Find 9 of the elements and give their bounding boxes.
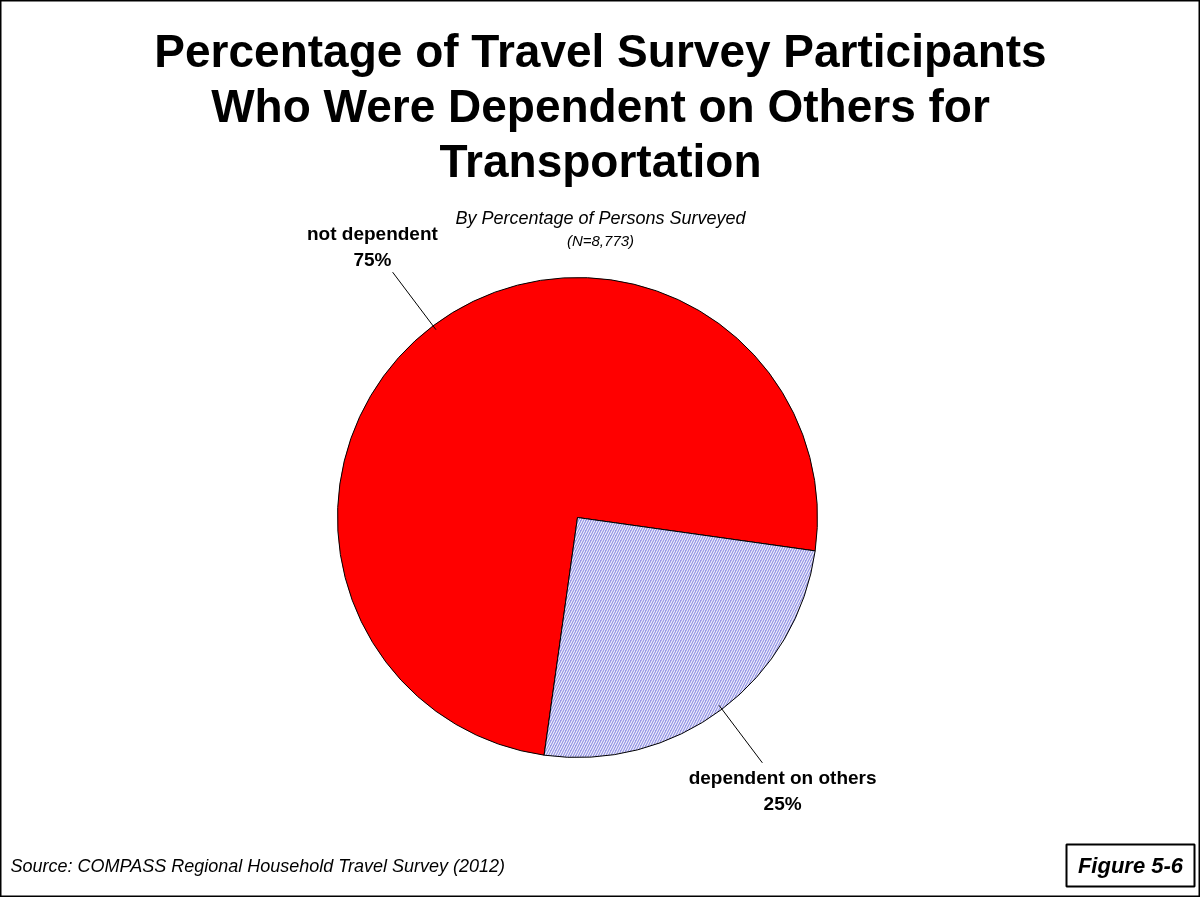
text: (N=8,773) — [566, 232, 635, 249]
data-label: 75% — [353, 248, 392, 270]
data-label: 25% — [763, 793, 802, 815]
slice-label: dependent on others — [688, 767, 877, 789]
slice-label: not dependent — [306, 222, 439, 244]
source-note: Source: COMPASS Regional Household Travel Survey (2012) — [10, 855, 506, 876]
caption: Figure 5-6 — [1077, 853, 1184, 878]
chart-subtitle: By Percentage of Persons Surveyed — [455, 207, 747, 228]
chart-title: Percentage of Travel Survey Participants Who Were Dependent on Others for Transportation — [154, 24, 1047, 187]
